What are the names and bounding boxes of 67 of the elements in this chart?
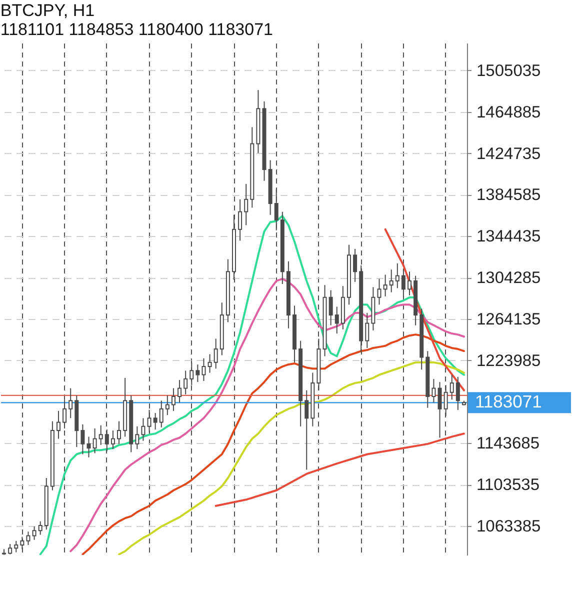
candlestick — [383, 274, 388, 297]
candlestick — [147, 409, 152, 434]
y-tick-label: 1344435 — [476, 228, 541, 246]
line-series — [384, 228, 465, 392]
candlestick — [214, 338, 218, 370]
candlestick — [178, 379, 182, 404]
candlestick — [244, 183, 248, 226]
line-series — [82, 334, 465, 555]
y-tick-label: 1103535 — [476, 476, 540, 494]
candlestick — [334, 306, 339, 334]
candlestick — [456, 376, 460, 410]
candlestick — [38, 520, 42, 536]
candlestick — [328, 290, 333, 326]
candlestick — [165, 394, 170, 416]
candlestick — [171, 388, 176, 412]
candlestick — [353, 248, 358, 282]
y-tick-label: 1464885 — [476, 103, 541, 122]
line-series — [70, 278, 465, 552]
candlestick — [159, 400, 164, 428]
y-tick-label: 1264135 — [476, 310, 541, 328]
candlestick — [141, 418, 146, 442]
candlestick — [450, 374, 454, 400]
ref-line-label: 1183071 — [475, 392, 542, 412]
candlestick — [92, 428, 97, 454]
candlestick — [304, 390, 309, 470]
candlestick — [20, 536, 24, 550]
y-tick-label: 1063385 — [476, 518, 541, 536]
line-series — [118, 361, 465, 555]
candlestick — [62, 399, 67, 429]
candlestick — [395, 262, 400, 289]
candlestick — [444, 384, 448, 417]
candlestick — [238, 198, 242, 242]
candlestick — [196, 364, 200, 383]
candlestick — [389, 269, 394, 293]
candlestick — [438, 382, 442, 438]
candlestick — [68, 388, 73, 419]
chart-subtitle: 1181101 1184853 1180400 1183071 — [0, 20, 273, 39]
candlestick — [104, 428, 109, 452]
candlestick — [110, 430, 115, 450]
candlestick — [184, 370, 188, 395]
candlestick — [377, 278, 382, 306]
candlestick — [432, 378, 436, 404]
candlestick — [208, 354, 212, 374]
candlestick — [32, 526, 36, 540]
y-tick-label: 1304285 — [476, 269, 541, 288]
candlestick — [135, 426, 140, 450]
candlestick — [153, 412, 158, 430]
candlestick — [86, 436, 91, 458]
candlestick — [401, 269, 406, 298]
y-tick-label: 1143685 — [476, 434, 540, 453]
candlestick — [274, 188, 278, 231]
y-tick-label: 1384585 — [476, 186, 541, 204]
y-tick-label: 1505035 — [476, 62, 541, 80]
candlestick — [26, 531, 30, 546]
candlestick — [202, 358, 206, 382]
candlestick — [98, 424, 103, 446]
chart-title: BTCJPY, H1 — [0, 1, 95, 20]
y-tick-label: 1223985 — [476, 352, 541, 370]
candlestick — [365, 312, 370, 348]
y-tick-label: 1424735 — [476, 144, 541, 163]
line-series — [214, 432, 465, 507]
candlestick — [117, 420, 122, 444]
candlestick — [408, 271, 412, 296]
candlestick — [56, 410, 60, 440]
candlestick — [80, 424, 85, 455]
candlestick — [14, 540, 18, 553]
candlestick — [190, 362, 194, 386]
